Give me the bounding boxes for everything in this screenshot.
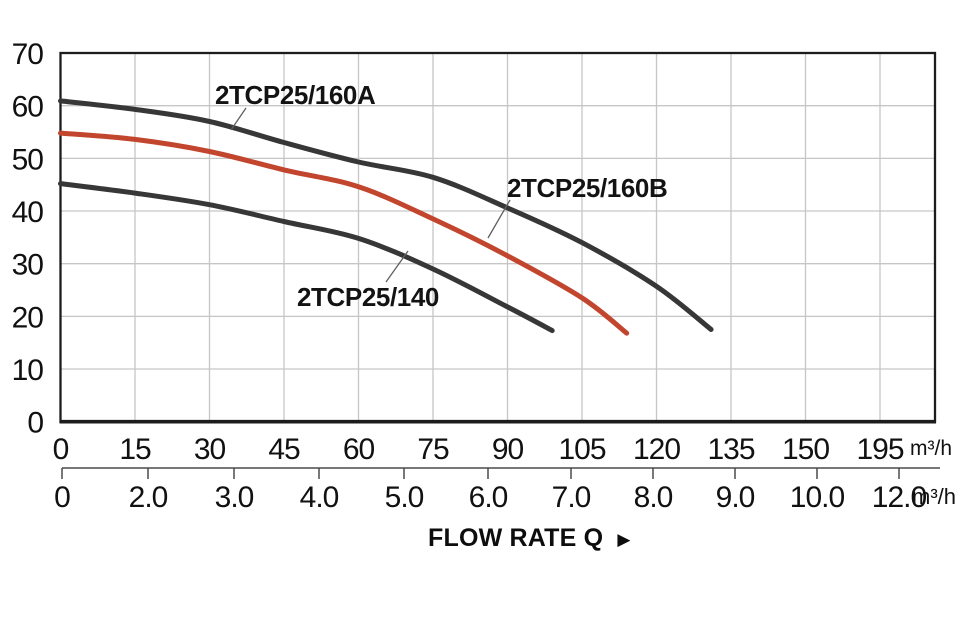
x-axis-1-tick-label: 0 [53, 433, 69, 466]
curve-label-2tcp25-160a: 2TCP25/160A [215, 80, 376, 110]
y-axis-tick-label: 60 [12, 91, 44, 124]
x-axis-2-tick-label: 5.0 [385, 481, 424, 514]
curve-2tcp25-140 [58, 181, 555, 334]
y-axis-tick-label: 30 [12, 249, 44, 282]
x-axis-title: FLOW RATE Q ▶ [428, 526, 631, 551]
y-axis-tick-label: 20 [12, 301, 44, 334]
plot-border [59, 51, 937, 423]
label-leader-line [385, 250, 409, 283]
x-axis-1-tick-label: 90 [492, 433, 524, 466]
arrow-right-icon: ▶ [617, 530, 631, 549]
x-axis-1-tick-label: 75 [417, 433, 449, 466]
x-axis-2-tick-label: 12.0 [872, 481, 927, 514]
curve-label-2tcp25-140: 2TCP25/140 [297, 282, 439, 312]
x-axis-1-tick-label: 15 [119, 433, 151, 466]
label-leader-line [487, 199, 511, 239]
x-axis-2-tick-label: 9.0 [716, 481, 755, 514]
x-axis-1-tick-label: 150 [782, 433, 829, 466]
x-axis-2-tick-label: 2.0 [129, 481, 168, 514]
y-axis-tick-label: 0 [27, 407, 43, 440]
curve-2tcp25-160a [58, 98, 714, 332]
x-axis-1-tick-label: 120 [633, 433, 680, 466]
x-axis-2-tick-label: 8.0 [634, 481, 673, 514]
x-axis-1-tick-label: 30 [194, 433, 226, 466]
x-axis-1-tick-label: 135 [707, 433, 754, 466]
x-axis-2-tick-label: 3.0 [215, 481, 254, 514]
y-axis-tick-label: 10 [12, 354, 44, 387]
x-axis-2-tick-label: 6.0 [469, 481, 508, 514]
curve-label-2tcp25-160b: 2TCP25/160B [507, 173, 668, 203]
y-axis-tick-label: 70 [12, 38, 44, 71]
y-axis-tick-label: 50 [12, 143, 44, 176]
x-axis-2-tick-label: 4.0 [300, 481, 339, 514]
x-axis-2-tick-label: 0 [54, 481, 70, 514]
x-axis-2-tick-label: 7.0 [552, 481, 591, 514]
x-axis-2-tick-label: 10.0 [790, 481, 845, 514]
y-axis-tick-label: 40 [12, 196, 44, 229]
secondary-axis-unit-label: m³/h [912, 484, 956, 509]
label-leader-line [230, 107, 247, 131]
primary-axis-unit-label: m³/h [910, 437, 952, 460]
x-axis-title-text: FLOW RATE Q [428, 524, 604, 552]
x-axis-1-tick-label: 45 [268, 433, 300, 466]
x-axis-1-tick-label: 60 [343, 433, 375, 466]
curve-2tcp25-160b [58, 130, 630, 336]
x-axis-1-tick-label: 105 [558, 433, 605, 466]
x-axis-1-tick-label: 195 [856, 433, 903, 466]
